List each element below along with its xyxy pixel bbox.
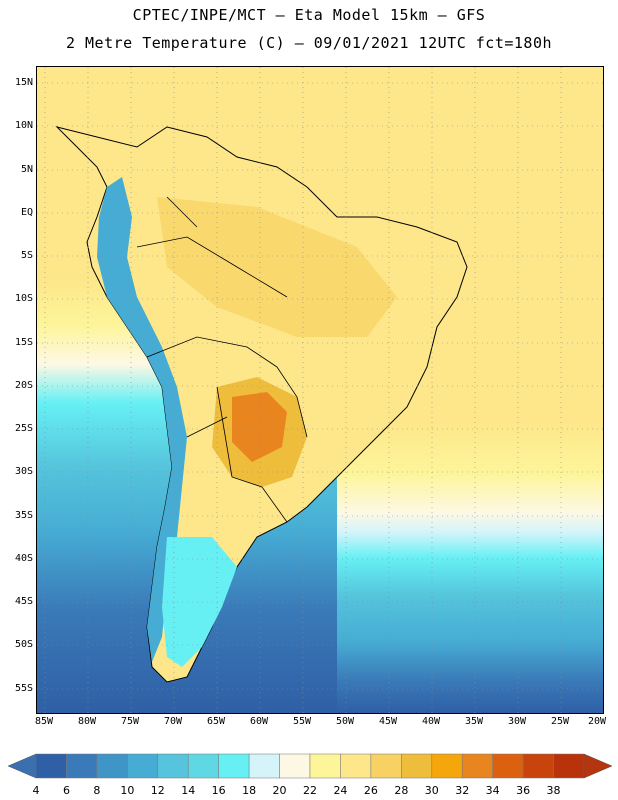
lat-label: 30S (14, 466, 33, 477)
andes-cool-band (97, 177, 187, 662)
lat-label: 25S (14, 423, 33, 434)
map-title: CPTEC/INPE/MCT – Eta Model 15km – GFS (132, 6, 486, 24)
colorbar-box (340, 753, 372, 779)
colorbar-label: 4 (32, 784, 40, 797)
colorbar-box (401, 753, 433, 779)
lat-label: 15S (14, 337, 33, 348)
lat-label: 45S (14, 596, 33, 607)
colorbar-box (35, 753, 67, 779)
colorbar-box (127, 753, 159, 779)
colorbar-box (157, 753, 189, 779)
colorbar-label: 32 (455, 784, 470, 797)
hot-core-region (232, 392, 287, 462)
colorbar-box (248, 753, 280, 779)
lat-label: 55S (14, 683, 33, 694)
colorbar-label: 22 (303, 784, 317, 797)
colorbar-box (187, 753, 219, 779)
colorbar-box (553, 753, 585, 779)
lat-label: 10N (14, 120, 33, 131)
lon-label: 70W (163, 716, 183, 727)
lat-label: 50S (14, 639, 33, 650)
lon-label: 55W (292, 716, 312, 727)
colorbar-box (218, 753, 250, 779)
map-subtitle: 2 Metre Temperature (C) – 09/01/2021 12U… (65, 34, 553, 52)
lat-label: 5N (20, 164, 33, 175)
lat-label: 10S (14, 293, 33, 304)
colorbar-label: 8 (93, 784, 101, 797)
temperature-map (37, 67, 603, 713)
lon-label: 50W (335, 716, 355, 727)
lon-label: 80W (77, 716, 97, 727)
lon-label: 45W (378, 716, 398, 727)
lat-label: 5S (20, 250, 33, 261)
colorbar-label: 14 (181, 784, 196, 797)
lat-label: 35S (14, 510, 33, 521)
colorbar-over-arrow (583, 753, 613, 779)
colorbar-label: 18 (242, 784, 257, 797)
lon-label: 85W (34, 716, 54, 727)
colorbar-box (370, 753, 402, 779)
colorbar-box (431, 753, 463, 779)
colorbar-label: 30 (424, 784, 439, 797)
lon-label: 35W (464, 716, 484, 727)
colorbar-box (522, 753, 554, 779)
colorbar-box (309, 753, 341, 779)
colorbar-label: 20 (272, 784, 287, 797)
colorbar-label: 36 (516, 784, 531, 797)
colorbar-box (461, 753, 493, 779)
colorbar-box (96, 753, 128, 779)
colorbar-label: 24 (333, 784, 348, 797)
lat-label: EQ (20, 207, 33, 218)
lon-label: 75W (120, 716, 140, 727)
lon-label: 25W (550, 716, 570, 727)
colorbar-label: 34 (485, 784, 500, 797)
patagonia-region (162, 537, 237, 667)
lon-label: 30W (507, 716, 527, 727)
country-borders (136, 196, 308, 523)
lat-label: 20S (14, 380, 33, 391)
colorbar-label: 6 (62, 784, 70, 797)
colorbar-boxes (35, 753, 585, 779)
colorbar-label: 26 (363, 784, 378, 797)
colorbar-label: 12 (150, 784, 165, 797)
colorbar-label: 38 (546, 784, 561, 797)
lon-label: 20W (587, 716, 607, 727)
colorbar-box (492, 753, 524, 779)
colorbar-under-arrow (7, 753, 37, 779)
colorbar-box (279, 753, 311, 779)
temperature-colorbar (7, 753, 613, 779)
lat-label: 15N (14, 77, 33, 88)
map-frame (36, 66, 604, 714)
lon-label: 40W (421, 716, 441, 727)
lat-label: 40S (14, 553, 33, 564)
lon-label: 60W (249, 716, 269, 727)
colorbar-box (66, 753, 98, 779)
colorbar-label: 28 (394, 784, 409, 797)
colorbar-label: 16 (211, 784, 226, 797)
colorbar-label: 10 (120, 784, 135, 797)
lon-label: 65W (206, 716, 226, 727)
